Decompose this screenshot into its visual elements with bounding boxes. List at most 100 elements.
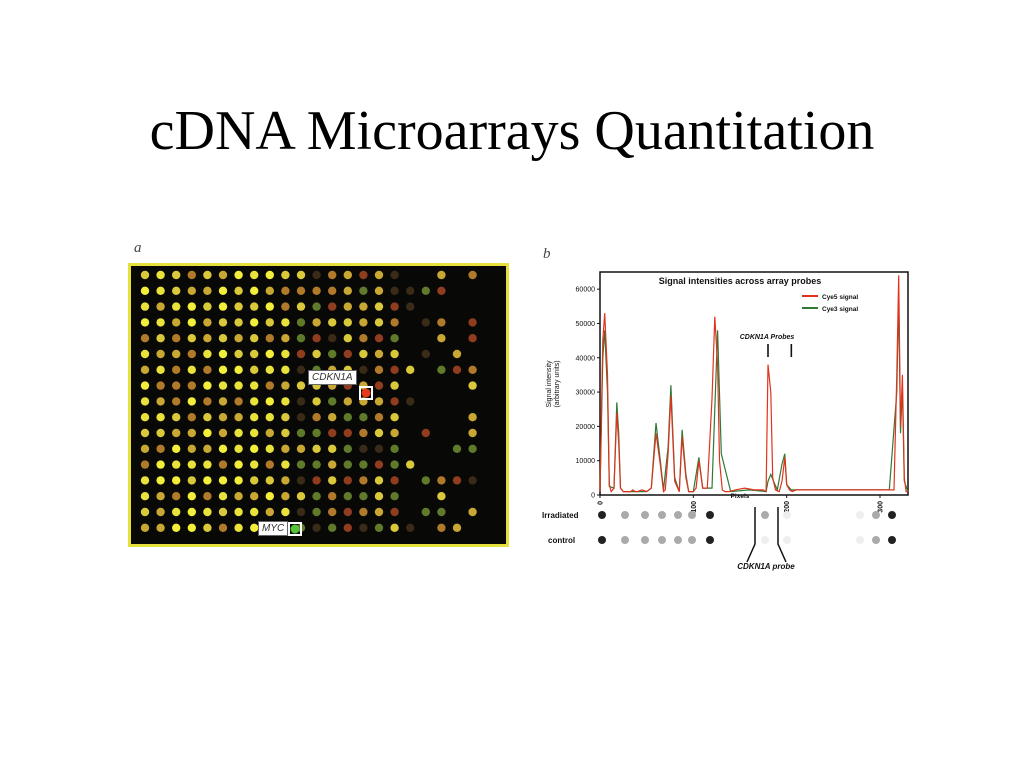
array-spot — [140, 381, 150, 390]
array-spot — [374, 334, 384, 343]
array-spot — [343, 318, 352, 327]
array-spot — [187, 381, 196, 390]
y-tick-label: 0 — [591, 493, 595, 500]
probe-marker-label: CDKN1A probe — [737, 562, 795, 571]
array-spot — [250, 428, 259, 438]
array-spot — [281, 397, 290, 406]
array-spot — [468, 444, 477, 453]
array-spot — [312, 302, 321, 311]
array-spot — [359, 492, 368, 501]
array-spot — [328, 302, 337, 311]
probe-dot-rows — [598, 511, 896, 544]
array-spot — [359, 334, 368, 343]
array-spot — [234, 397, 243, 406]
array-spot — [359, 286, 368, 295]
array-spot — [296, 460, 306, 469]
array-spot — [343, 444, 352, 453]
cdkn1a-spot-box — [359, 386, 373, 400]
array-spot — [374, 349, 384, 359]
probe-dot — [598, 511, 606, 519]
myc-spot — [290, 524, 300, 534]
array-spot — [265, 318, 274, 327]
array-spot — [156, 507, 165, 517]
y-tick-label: 20000 — [576, 424, 596, 431]
array-spot — [281, 428, 290, 438]
array-spot — [203, 444, 212, 453]
array-spot — [234, 444, 243, 453]
array-spot — [250, 397, 259, 406]
array-spot — [406, 302, 415, 311]
array-spot — [140, 349, 150, 359]
array-spot — [250, 334, 259, 343]
array-spot — [312, 270, 321, 280]
array-spot — [172, 302, 181, 311]
array-spot — [265, 270, 274, 280]
array-spot — [265, 460, 274, 469]
array-spot — [140, 428, 150, 438]
array-spot — [250, 270, 259, 280]
array-spot — [390, 428, 399, 438]
array-spot — [328, 413, 337, 422]
array-spot — [374, 507, 384, 517]
array-spot — [218, 492, 228, 501]
series-lines — [599, 275, 909, 493]
array-spot — [390, 507, 399, 517]
array-spot — [437, 507, 446, 517]
array-spot — [250, 444, 259, 453]
array-spot — [218, 334, 228, 343]
array-spot — [452, 476, 462, 485]
array-spot — [374, 444, 384, 453]
array-spot — [203, 270, 212, 280]
probe-dot — [674, 536, 682, 544]
array-spot — [359, 365, 368, 374]
array-spot — [296, 444, 306, 453]
array-spot — [172, 270, 181, 280]
x-axis-label: Pixels — [731, 493, 750, 500]
plot-frame — [599, 271, 909, 496]
x-tick-label: 200 — [784, 501, 791, 513]
array-spot — [281, 365, 290, 374]
array-spot — [140, 286, 150, 295]
legend-label-cye3: Cye3 signal — [822, 306, 858, 313]
array-spot — [468, 365, 477, 374]
array-spot — [281, 334, 290, 343]
array-spot — [343, 428, 352, 438]
array-spot — [140, 302, 150, 311]
array-spot — [421, 476, 430, 485]
chart-title: Signal intensities across array probes — [659, 276, 822, 286]
array-spot — [265, 397, 274, 406]
array-spot — [281, 413, 290, 422]
array-spot — [250, 460, 259, 469]
array-spot — [328, 286, 337, 295]
array-spot — [343, 476, 352, 485]
array-spot — [437, 476, 446, 485]
array-spot — [234, 381, 243, 390]
array-spot — [203, 302, 212, 311]
array-spot — [218, 397, 228, 406]
array-spot — [390, 444, 399, 453]
array-spot — [265, 507, 274, 517]
array-spot — [359, 507, 368, 517]
array-spot — [296, 334, 306, 343]
array-spot — [187, 397, 196, 406]
array-spot — [390, 318, 399, 327]
probe-dot — [706, 536, 714, 544]
array-spot — [265, 302, 274, 311]
array-spot — [421, 318, 430, 327]
array-spot — [172, 492, 181, 501]
array-spot — [156, 492, 165, 501]
array-spot — [390, 492, 399, 501]
array-spot — [390, 349, 399, 359]
array-spot — [406, 460, 415, 469]
probe-dot — [888, 511, 896, 519]
array-spot — [312, 492, 321, 501]
array-spot — [234, 334, 243, 343]
array-spot — [234, 460, 243, 469]
array-spot — [156, 302, 165, 311]
array-spot — [218, 302, 228, 311]
probe-dot — [674, 511, 682, 519]
y-axis: 0 10000 20000 30000 40000 50000 60000 — [576, 287, 600, 500]
row-label-control: control — [548, 536, 575, 545]
array-spot — [437, 270, 446, 280]
array-spot — [328, 428, 337, 438]
